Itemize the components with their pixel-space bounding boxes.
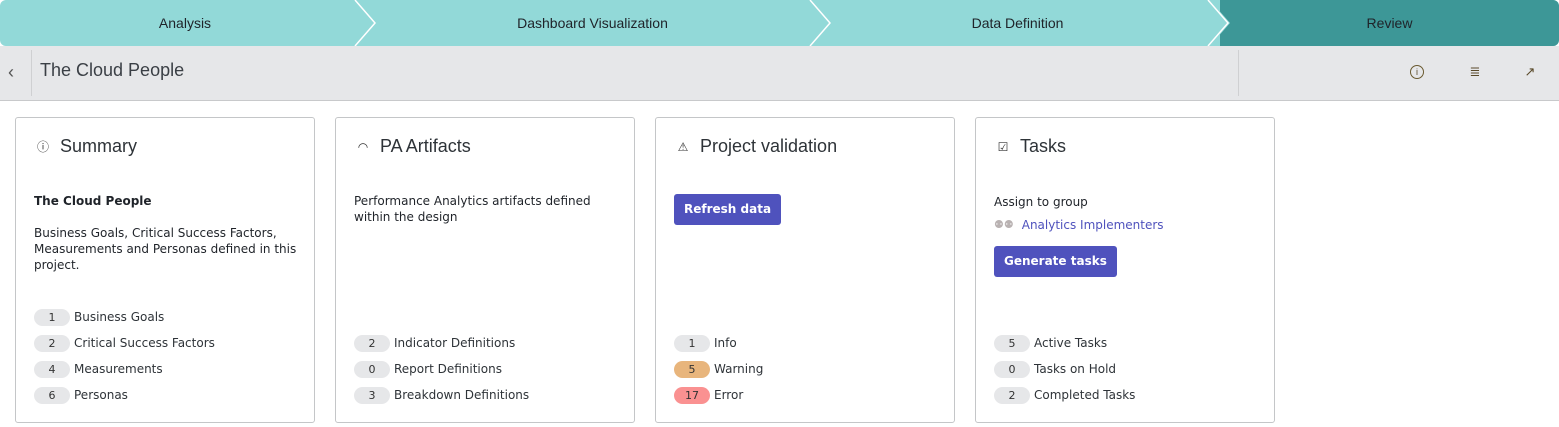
item-label: Personas bbox=[74, 388, 128, 402]
project-name: The Cloud People bbox=[34, 194, 152, 208]
list-item: 6 Personas bbox=[34, 382, 304, 408]
count-badge: 0 bbox=[994, 360, 1030, 378]
item-label: Error bbox=[714, 388, 744, 402]
count-badge: 6 bbox=[34, 386, 70, 404]
group-link[interactable]: Analytics Implementers bbox=[1021, 218, 1164, 232]
count-badge: 1 bbox=[34, 308, 70, 326]
item-label: Indicator Definitions bbox=[394, 336, 516, 350]
step-arrow bbox=[809, 0, 831, 46]
list-item: 4 Measurements bbox=[34, 356, 304, 382]
step-arrow bbox=[354, 0, 376, 46]
list-item: 0 Report Definitions bbox=[354, 356, 624, 382]
count-badge: 2 bbox=[994, 386, 1030, 404]
count-badge: 3 bbox=[354, 386, 390, 404]
error-count-badge: 17 bbox=[674, 386, 710, 404]
notes-icon[interactable]: ≣ bbox=[1469, 64, 1481, 79]
export-icon[interactable]: ↗ bbox=[1524, 64, 1536, 79]
list-item: 17 Error bbox=[674, 382, 944, 408]
info-count-badge: 1 bbox=[674, 334, 710, 352]
step-dashboard-visualization[interactable]: Dashboard Visualization bbox=[370, 0, 815, 46]
card-title: Project validation bbox=[700, 136, 838, 156]
summary-card: ⓘ Summary The Cloud People Business Goals… bbox=[15, 117, 315, 423]
list-item: 2 Completed Tasks bbox=[994, 382, 1264, 408]
step-label: Review bbox=[1366, 15, 1413, 31]
step-review[interactable]: Review bbox=[1220, 0, 1559, 46]
item-label: Breakdown Definitions bbox=[394, 388, 530, 402]
list-item: 1 Info bbox=[674, 330, 944, 356]
warning-count-badge: 5 bbox=[674, 360, 710, 378]
item-label: Business Goals bbox=[74, 310, 165, 324]
count-badge: 5 bbox=[994, 334, 1030, 352]
info-icon[interactable]: i bbox=[1410, 65, 1424, 79]
step-label: Dashboard Visualization bbox=[517, 15, 668, 31]
list-item: 2 Critical Success Factors bbox=[34, 330, 304, 356]
group-icon: ⚉⚉ bbox=[994, 218, 1014, 231]
list-item: 3 Breakdown Definitions bbox=[354, 382, 624, 408]
step-data-definition[interactable]: Data Definition bbox=[815, 0, 1220, 46]
card-title: Summary bbox=[60, 136, 138, 156]
step-analysis[interactable]: Analysis bbox=[0, 0, 370, 46]
count-badge: 2 bbox=[34, 334, 70, 352]
list-item: 5 Active Tasks bbox=[994, 330, 1264, 356]
item-label: Critical Success Factors bbox=[74, 336, 215, 350]
card-title: PA Artifacts bbox=[380, 136, 471, 156]
card-title: Tasks bbox=[1020, 136, 1067, 156]
list-item: 0 Tasks on Hold bbox=[994, 356, 1264, 382]
item-label: Tasks on Hold bbox=[1034, 362, 1117, 376]
count-badge: 2 bbox=[354, 334, 390, 352]
summary-description: Business Goals, Critical Success Factors… bbox=[34, 226, 297, 272]
info-icon: ⓘ bbox=[36, 140, 49, 154]
list-item: 5 Warning bbox=[674, 356, 944, 382]
chevron-left-icon[interactable]: ‹ bbox=[8, 62, 14, 82]
step-label: Analysis bbox=[158, 15, 212, 31]
checkbox-icon: ☑ bbox=[997, 139, 1009, 154]
pa-artifacts-card: ◠ PA Artifacts Performance Analytics arti… bbox=[335, 117, 635, 423]
project-validation-card: ⚠ Project validation Refresh data 1 Info 5… bbox=[655, 117, 955, 423]
generate-tasks-button[interactable]: Generate tasks bbox=[994, 246, 1117, 277]
step-arrow bbox=[1202, 0, 1230, 46]
list-item: 1 Business Goals bbox=[34, 304, 304, 330]
artifacts-description: Performance Analytics artifacts defined … bbox=[354, 194, 591, 224]
assign-label: Assign to group bbox=[994, 195, 1088, 209]
item-label: Measurements bbox=[74, 362, 163, 376]
item-label: Completed Tasks bbox=[1034, 388, 1136, 402]
list-item: 2 Indicator Definitions bbox=[354, 330, 624, 356]
count-badge: 4 bbox=[34, 360, 70, 378]
item-label: Report Definitions bbox=[394, 362, 502, 376]
count-badge: 0 bbox=[354, 360, 390, 378]
item-label: Warning bbox=[714, 362, 764, 376]
item-label: Active Tasks bbox=[1034, 336, 1108, 350]
divider bbox=[1238, 50, 1239, 96]
item-label: Info bbox=[714, 336, 737, 350]
page-title: The Cloud People bbox=[40, 60, 185, 80]
step-label: Data Definition bbox=[971, 15, 1064, 31]
gauge-icon: ◠ bbox=[357, 139, 369, 154]
page-header: ‹ The Cloud People i ≣ ↗ bbox=[0, 46, 1559, 101]
tasks-card: ☑ Tasks Assign to group ⚉⚉ Analytics Imple… bbox=[975, 117, 1275, 423]
refresh-data-button[interactable]: Refresh data bbox=[674, 194, 782, 225]
divider bbox=[31, 50, 32, 96]
progress-stepper: Analysis Dashboard Visualization Data De… bbox=[0, 0, 1559, 46]
warning-icon: ⚠ bbox=[677, 139, 689, 154]
